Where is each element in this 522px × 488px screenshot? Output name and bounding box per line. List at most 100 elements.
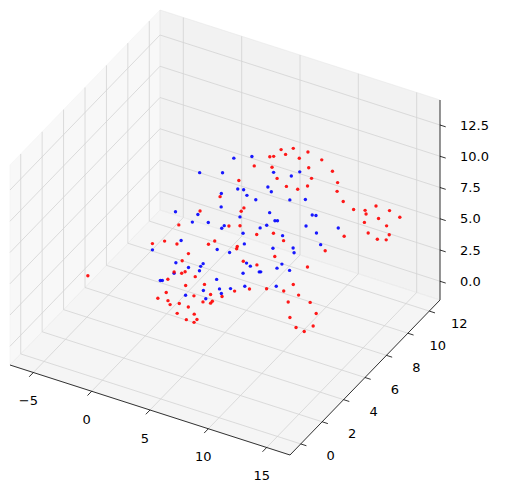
y-tick-label: 4	[369, 404, 377, 419]
point	[254, 198, 257, 201]
point	[384, 238, 387, 241]
point	[388, 233, 391, 236]
point	[168, 303, 171, 306]
grid-line-x	[183, 18, 184, 218]
y-tick	[429, 311, 435, 313]
z-tick	[440, 156, 446, 158]
point	[174, 261, 177, 264]
point	[174, 210, 177, 213]
point	[307, 166, 310, 169]
point	[201, 300, 204, 303]
point	[270, 166, 273, 169]
point	[191, 220, 194, 223]
point	[275, 285, 278, 288]
point	[156, 297, 159, 300]
grid-line-z	[10, 191, 160, 346]
point	[242, 206, 245, 209]
y-axis-line	[290, 300, 440, 455]
point	[220, 295, 223, 298]
background	[0, 0, 522, 488]
grid-line-z	[10, 98, 160, 253]
point	[250, 155, 253, 158]
point	[290, 174, 293, 177]
point	[288, 269, 291, 272]
grid-line-x	[241, 36, 242, 236]
point	[292, 251, 295, 254]
series	[86, 147, 401, 333]
point	[249, 264, 252, 267]
grid-line-y	[85, 288, 365, 378]
point	[236, 187, 239, 190]
z-tick-label: 0.0	[460, 274, 481, 289]
point	[266, 185, 269, 188]
y-tick-label: 6	[391, 382, 399, 397]
point	[265, 224, 268, 227]
point	[232, 156, 235, 159]
y-tick	[344, 400, 350, 402]
z-tick	[440, 219, 446, 221]
point	[255, 233, 258, 236]
grid-line-z	[10, 66, 160, 221]
point	[315, 231, 318, 234]
point	[194, 275, 197, 278]
point	[272, 231, 275, 234]
z-tick	[440, 188, 446, 190]
point	[165, 291, 168, 294]
point	[285, 185, 288, 188]
point	[342, 235, 345, 238]
point	[221, 171, 224, 174]
point	[273, 255, 276, 258]
point	[166, 277, 169, 280]
grid-line-y	[149, 21, 150, 221]
point	[296, 188, 299, 191]
point	[374, 204, 377, 207]
point	[352, 208, 355, 211]
point	[288, 198, 291, 201]
point	[218, 287, 221, 290]
point	[175, 312, 178, 315]
plot-area	[86, 147, 401, 333]
point	[377, 217, 380, 220]
point	[196, 213, 199, 216]
point	[204, 297, 207, 300]
point	[275, 177, 278, 180]
y-tick	[322, 422, 328, 424]
point	[201, 262, 204, 265]
tick-labels: −50510150246810120.02.55.07.510.012.5	[19, 118, 489, 484]
point	[185, 318, 188, 321]
y-tick	[301, 444, 307, 446]
point	[209, 293, 212, 296]
point	[298, 156, 301, 159]
point	[227, 224, 230, 227]
point	[319, 243, 322, 246]
point	[237, 179, 240, 182]
point	[271, 246, 274, 249]
y-tick	[408, 333, 414, 335]
point	[335, 190, 338, 193]
point	[304, 198, 307, 201]
point	[195, 318, 198, 321]
grid-line-z	[160, 35, 440, 125]
point	[308, 301, 311, 304]
point	[314, 214, 317, 217]
z-tick	[440, 281, 446, 283]
point	[207, 221, 210, 224]
point	[184, 284, 187, 287]
point	[163, 239, 166, 242]
point	[306, 265, 309, 268]
grid-line-y	[106, 265, 386, 355]
point	[376, 238, 379, 241]
chart: −50510150246810120.02.55.07.510.012.5	[0, 0, 522, 488]
point	[306, 150, 309, 153]
point	[209, 301, 212, 304]
grid-line-y	[85, 88, 86, 288]
z-tick	[440, 250, 446, 252]
point	[284, 153, 287, 156]
grid-line-y	[20, 154, 21, 354]
grid-line-y	[64, 310, 344, 400]
point	[192, 321, 195, 324]
point	[179, 239, 182, 242]
point	[245, 261, 248, 264]
point	[388, 209, 391, 212]
point	[187, 266, 190, 269]
